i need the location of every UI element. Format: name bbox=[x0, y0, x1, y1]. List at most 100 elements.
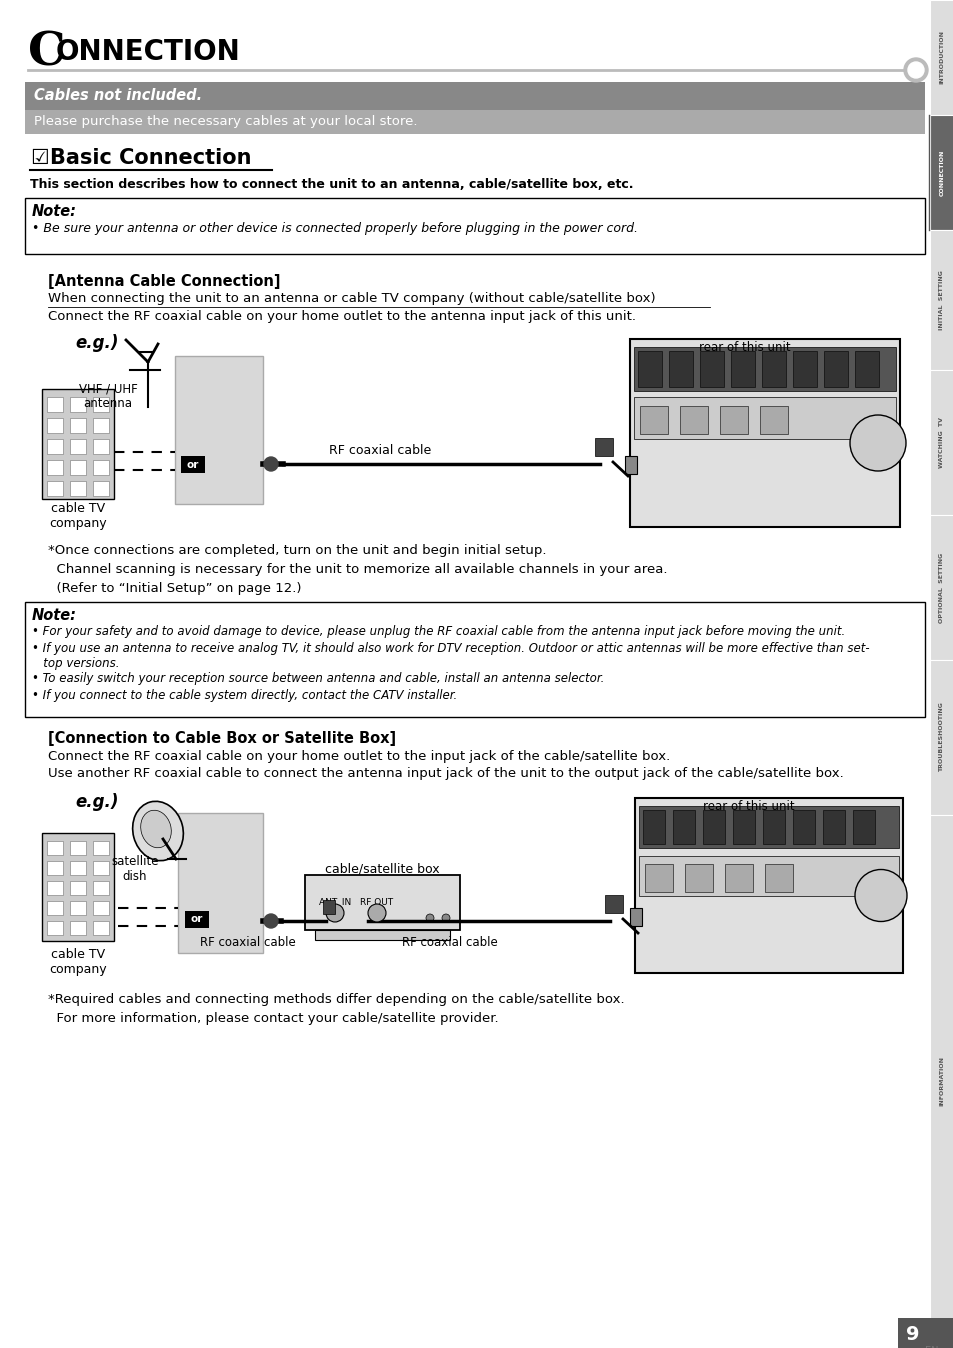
Bar bbox=[624, 456, 637, 474]
Bar bbox=[792, 350, 816, 387]
Bar bbox=[684, 864, 712, 892]
Bar bbox=[635, 798, 902, 973]
Text: [Connection to Cable Box or Satellite Box]: [Connection to Cable Box or Satellite Bo… bbox=[48, 731, 395, 745]
Bar bbox=[92, 900, 109, 915]
Text: rear of this unit: rear of this unit bbox=[702, 799, 794, 813]
Bar bbox=[668, 350, 692, 387]
Text: RF coaxial cable: RF coaxial cable bbox=[329, 443, 431, 457]
Circle shape bbox=[426, 914, 434, 922]
Bar bbox=[702, 810, 724, 844]
Text: satellite
dish: satellite dish bbox=[112, 855, 158, 883]
Bar bbox=[47, 900, 63, 915]
Bar bbox=[70, 460, 86, 474]
Text: This section describes how to connect the unit to an antenna, cable/satellite bo: This section describes how to connect th… bbox=[30, 178, 633, 191]
Bar bbox=[185, 911, 209, 927]
Bar bbox=[629, 909, 641, 926]
Bar bbox=[929, 231, 953, 369]
Text: • If you connect to the cable system directly, contact the CATV installer.: • If you connect to the cable system dir… bbox=[32, 689, 456, 702]
Text: ONNECTION: ONNECTION bbox=[56, 38, 240, 66]
Bar bbox=[700, 350, 723, 387]
Text: • To easily switch your reception source between antenna and cable, install an a: • To easily switch your reception source… bbox=[32, 673, 604, 685]
Bar bbox=[730, 350, 754, 387]
Bar bbox=[929, 816, 953, 1348]
Bar bbox=[604, 895, 622, 913]
Bar bbox=[314, 930, 450, 940]
Bar bbox=[92, 418, 109, 433]
Bar bbox=[174, 356, 263, 504]
Text: INFORMATION: INFORMATION bbox=[939, 1057, 943, 1107]
Text: 9: 9 bbox=[905, 1325, 919, 1344]
Circle shape bbox=[854, 869, 906, 922]
Bar bbox=[852, 810, 874, 844]
Bar bbox=[25, 82, 924, 111]
Bar bbox=[323, 900, 335, 914]
Text: RF coaxial cable: RF coaxial cable bbox=[200, 936, 295, 949]
Text: VHF / UHF
antenna: VHF / UHF antenna bbox=[78, 381, 137, 410]
Text: Note:: Note: bbox=[32, 204, 77, 218]
Text: Connect the RF coaxial cable on your home outlet to the input jack of the cable/: Connect the RF coaxial cable on your hom… bbox=[48, 749, 670, 763]
Bar bbox=[47, 861, 63, 875]
Text: Use another RF coaxial cable to connect the antenna input jack of the unit to th: Use another RF coaxial cable to connect … bbox=[48, 767, 842, 780]
Bar bbox=[70, 439, 86, 454]
Text: cable TV
company: cable TV company bbox=[50, 501, 107, 530]
Bar bbox=[70, 418, 86, 433]
Bar bbox=[47, 418, 63, 433]
Ellipse shape bbox=[132, 801, 183, 860]
Text: RF OUT: RF OUT bbox=[360, 898, 394, 907]
Bar bbox=[70, 861, 86, 875]
Bar bbox=[70, 882, 86, 895]
Bar bbox=[854, 350, 878, 387]
Bar bbox=[42, 390, 113, 499]
Bar bbox=[929, 115, 953, 231]
Bar bbox=[178, 813, 263, 953]
Bar bbox=[792, 810, 814, 844]
Bar bbox=[732, 810, 754, 844]
Bar bbox=[47, 921, 63, 936]
Bar bbox=[47, 481, 63, 496]
Circle shape bbox=[368, 905, 386, 922]
Text: cable/satellite box: cable/satellite box bbox=[325, 863, 439, 876]
Text: • For your safety and to avoid damage to device, please unplug the RF coaxial ca: • For your safety and to avoid damage to… bbox=[32, 625, 844, 638]
Bar bbox=[70, 841, 86, 855]
Text: Cables not included.: Cables not included. bbox=[34, 89, 202, 104]
Bar bbox=[760, 406, 787, 434]
Bar bbox=[639, 406, 667, 434]
Circle shape bbox=[849, 415, 905, 470]
Bar bbox=[70, 398, 86, 412]
Bar bbox=[929, 515, 953, 661]
Bar bbox=[634, 346, 895, 391]
Text: e.g.): e.g.) bbox=[75, 793, 118, 811]
Text: When connecting the unit to an antenna or cable TV company (without cable/satell: When connecting the unit to an antenna o… bbox=[48, 293, 655, 305]
Circle shape bbox=[903, 58, 927, 82]
Bar bbox=[929, 369, 953, 515]
Circle shape bbox=[907, 62, 923, 78]
Text: OPTIONAL  SETTING: OPTIONAL SETTING bbox=[939, 553, 943, 623]
Bar bbox=[92, 398, 109, 412]
Text: *Once connections are completed, turn on the unit and begin initial setup.
  Cha: *Once connections are completed, turn on… bbox=[48, 545, 667, 594]
Text: rear of this unit: rear of this unit bbox=[699, 341, 790, 355]
Bar bbox=[822, 810, 844, 844]
Text: *Required cables and connecting methods differ depending on the cable/satellite : *Required cables and connecting methods … bbox=[48, 993, 624, 1024]
Bar bbox=[92, 841, 109, 855]
Bar bbox=[92, 439, 109, 454]
Bar bbox=[47, 460, 63, 474]
Bar bbox=[672, 810, 695, 844]
Bar bbox=[305, 875, 459, 930]
Circle shape bbox=[441, 914, 450, 922]
Text: ☑: ☑ bbox=[30, 148, 49, 168]
Bar bbox=[720, 406, 747, 434]
Bar bbox=[639, 856, 898, 896]
Bar bbox=[92, 861, 109, 875]
Bar bbox=[92, 882, 109, 895]
Bar bbox=[47, 398, 63, 412]
Circle shape bbox=[264, 914, 277, 927]
Text: C: C bbox=[28, 30, 66, 75]
Bar bbox=[92, 460, 109, 474]
Text: RF coaxial cable: RF coaxial cable bbox=[402, 936, 497, 949]
Text: Connect the RF coaxial cable on your home outlet to the antenna input jack of th: Connect the RF coaxial cable on your hom… bbox=[48, 310, 636, 324]
Bar bbox=[761, 350, 785, 387]
Text: EN: EN bbox=[924, 1347, 938, 1348]
Bar bbox=[638, 350, 661, 387]
Bar bbox=[897, 1318, 953, 1348]
Text: cable TV
company: cable TV company bbox=[50, 948, 107, 976]
